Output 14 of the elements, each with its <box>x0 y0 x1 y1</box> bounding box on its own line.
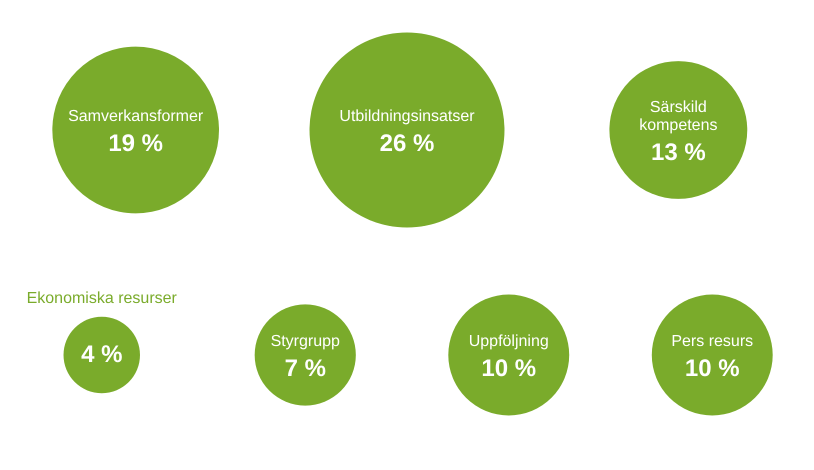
data-label: 19 % <box>108 130 164 157</box>
data-label: 26 % <box>380 130 434 157</box>
data-label: 4 % <box>81 341 122 368</box>
data-label: 10 % <box>481 355 536 382</box>
data-label: 10 % <box>684 355 740 382</box>
category-label: Styrgrupp <box>270 333 340 350</box>
data-label: 7 % <box>284 355 326 382</box>
category-label: Ekonomiska resurser <box>26 290 178 307</box>
category-label: Uppföljning <box>468 333 549 350</box>
category-label: Särskild kompetens <box>639 99 718 134</box>
data-label: 13 % <box>650 139 706 166</box>
category-label: Pers resurs <box>671 333 754 350</box>
category-label: Samverkansformer <box>68 108 204 125</box>
category-label: Utbildningsinsatser <box>339 108 476 125</box>
